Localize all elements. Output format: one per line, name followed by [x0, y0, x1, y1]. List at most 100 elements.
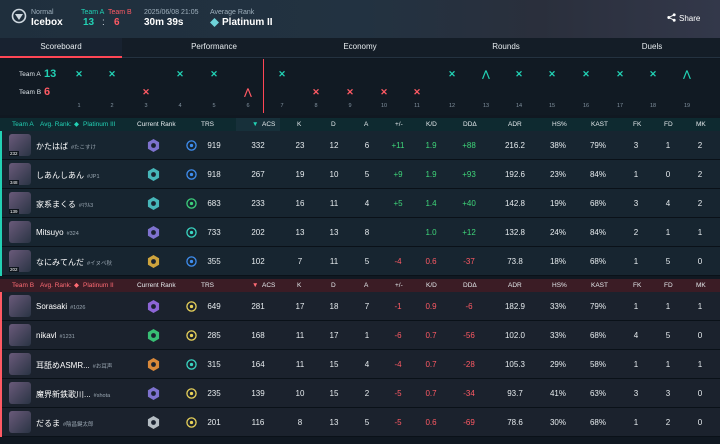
- stat-d: 11: [329, 199, 339, 208]
- elimination-icon[interactable]: ✕: [108, 69, 116, 79]
- player-name[interactable]: なにみてんだ #イヌペ秋: [36, 257, 112, 268]
- col-hs-b[interactable]: HS%: [552, 282, 567, 289]
- col-kast[interactable]: KAST: [591, 121, 608, 128]
- player-name[interactable]: Mitsuyo #324: [36, 228, 79, 237]
- round-number: 15: [548, 103, 556, 109]
- col-adr-b[interactable]: ADR: [508, 282, 522, 289]
- elimination-icon[interactable]: ✕: [582, 69, 590, 79]
- player-name[interactable]: だるま #陰昌鍵太郎: [36, 418, 94, 429]
- col-current-rank-b[interactable]: Current Rank: [137, 282, 176, 289]
- col-kd[interactable]: K/D: [426, 121, 437, 128]
- sort-desc-icon-b: ▼: [252, 282, 259, 289]
- col-dd-b[interactable]: DDΔ: [463, 282, 477, 289]
- player-row[interactable]: 139 家系まくる #ﾏｸﾙ3 683 233 16 11 4 +5 1.4 +40 142.8 19%…: [0, 189, 720, 218]
- player-row[interactable]: Mitsuyo #324 733 202 13 13 8 1.0 +12 132.8 24% 84% 2…: [0, 218, 720, 247]
- col-k-b[interactable]: K: [297, 282, 302, 289]
- player-tag: #JP1: [87, 174, 100, 180]
- spike-detonate-icon[interactable]: ⋀: [683, 69, 691, 79]
- player-name[interactable]: しあんしあん #JP1: [36, 170, 100, 181]
- tab-duels[interactable]: Duels: [641, 42, 663, 51]
- stat-kd: 0.6: [425, 257, 437, 266]
- elimination-icon[interactable]: ✕: [346, 87, 354, 97]
- col-a[interactable]: A: [364, 121, 369, 128]
- tab-scoreboard[interactable]: Scoreboard: [0, 38, 122, 58]
- player-name[interactable]: 耳舐めASMR... #お耳声: [36, 360, 112, 371]
- col-mk-b[interactable]: MK: [696, 282, 706, 289]
- elimination-icon[interactable]: ✕: [210, 69, 218, 79]
- team-strip: [0, 292, 2, 321]
- col-dd[interactable]: DDΔ: [463, 121, 477, 128]
- elimination-icon[interactable]: ✕: [380, 87, 388, 97]
- col-hs[interactable]: HS%: [552, 121, 567, 128]
- spike-detonate-icon[interactable]: ⋀: [244, 87, 252, 97]
- elimination-icon[interactable]: ✕: [413, 87, 421, 97]
- col-fk-b[interactable]: FK: [633, 282, 642, 289]
- stat-k: 11: [295, 331, 305, 340]
- share-button[interactable]: Share: [667, 13, 700, 23]
- elimination-icon[interactable]: ✕: [448, 69, 456, 79]
- stat-kd: 1.9: [425, 141, 437, 150]
- spike-detonate-icon[interactable]: ⋀: [482, 69, 490, 79]
- col-plus-minus-b[interactable]: +/-: [395, 282, 403, 289]
- player-row[interactable]: 魔界新鉄歌川... #shota 235 139 10 15 2 -5 0.7 -34 93.7 41…: [0, 379, 720, 408]
- elimination-icon[interactable]: ✕: [75, 69, 83, 79]
- player-tag: #324: [66, 231, 79, 237]
- stat-fd: 2: [665, 418, 671, 427]
- col-kast-b[interactable]: KAST: [591, 282, 608, 289]
- col-acs-b[interactable]: ACS: [262, 282, 276, 289]
- tab-performance[interactable]: Performance: [191, 42, 237, 51]
- stat-hs: 38%: [549, 141, 566, 150]
- col-current-rank[interactable]: Current Rank: [137, 121, 176, 128]
- stat-hs: 23%: [549, 170, 566, 179]
- elimination-icon[interactable]: ✕: [142, 87, 150, 97]
- col-trs[interactable]: TRS: [201, 121, 214, 128]
- col-plus-minus[interactable]: +/-: [395, 121, 403, 128]
- col-fk[interactable]: FK: [633, 121, 642, 128]
- team-strip: [0, 131, 2, 160]
- player-name[interactable]: nikavl #1231: [36, 331, 75, 340]
- col-mk[interactable]: MK: [696, 121, 706, 128]
- player-name-text: かたはば: [36, 142, 68, 151]
- stat-kast: 63%: [589, 389, 606, 398]
- elimination-icon[interactable]: ✕: [548, 69, 556, 79]
- player-row[interactable]: だるま #陰昌鍵太郎 201 116 8 13 5 -5 0.6 -69 78.6 30% 68% 1 2 0: [0, 408, 720, 437]
- stat-fk: 1: [633, 418, 639, 427]
- player-row[interactable]: 348 しあんしあん #JP1 918 267 19 10 5 +9 1.9 +93 192.6 23%…: [0, 160, 720, 189]
- stat-kd: 1.4: [425, 199, 437, 208]
- col-d-b[interactable]: D: [331, 282, 336, 289]
- stat-trs: 285: [207, 331, 221, 340]
- player-name[interactable]: Sorasaki #1026: [36, 302, 85, 311]
- player-row[interactable]: 202 なにみてんだ #イヌペ秋 355 102 7 11 5 -4 0.6 -37 73.8 18% 6…: [0, 247, 720, 276]
- player-name-text: Sorasaki: [36, 302, 68, 311]
- elimination-icon[interactable]: ✕: [649, 69, 657, 79]
- col-trs-b[interactable]: TRS: [201, 282, 214, 289]
- col-a-b[interactable]: A: [364, 282, 369, 289]
- stat-acs: 267: [251, 170, 265, 179]
- tab-rounds[interactable]: Rounds: [492, 42, 520, 51]
- elimination-icon[interactable]: ✕: [176, 69, 184, 79]
- elimination-icon[interactable]: ✕: [616, 69, 624, 79]
- player-row[interactable]: Sorasaki #1026 649 281 17 18 7 -1 0.9 -6 182.9 33% 7…: [0, 292, 720, 321]
- col-d[interactable]: D: [331, 121, 336, 128]
- stat-fk: 3: [633, 389, 639, 398]
- stat-mk: 2: [697, 199, 703, 208]
- stat-pm: -1: [394, 302, 402, 311]
- player-row[interactable]: 232 かたはば #たこすけ 919 332 23 12 6 +11 1.9 +88 216.2 38%…: [0, 131, 720, 160]
- player-name[interactable]: 家系まくる #ﾏｸﾙ3: [36, 199, 93, 210]
- player-row[interactable]: 耳舐めASMR... #お耳声 315 164 11 15 4 -4 0.7 -28 105.3 29…: [0, 350, 720, 379]
- player-name[interactable]: かたはば #たこすけ: [36, 141, 96, 152]
- col-adr[interactable]: ADR: [508, 121, 522, 128]
- player-name[interactable]: 魔界新鉄歌川... #shota: [36, 389, 110, 400]
- col-kd-b[interactable]: K/D: [426, 282, 437, 289]
- col-fd[interactable]: FD: [664, 121, 673, 128]
- col-fd-b[interactable]: FD: [664, 282, 673, 289]
- elimination-icon[interactable]: ✕: [515, 69, 523, 79]
- player-row[interactable]: nikavl #1231 285 168 11 17 1 -6 0.7 -56 102.0 33% 68…: [0, 321, 720, 350]
- team-strip: [0, 189, 2, 218]
- stat-kast: 68%: [589, 257, 606, 266]
- stat-a: 1: [364, 331, 370, 340]
- col-k[interactable]: K: [297, 121, 302, 128]
- tab-economy[interactable]: Economy: [343, 42, 377, 51]
- elimination-icon[interactable]: ✕: [278, 69, 286, 79]
- elimination-icon[interactable]: ✕: [312, 87, 320, 97]
